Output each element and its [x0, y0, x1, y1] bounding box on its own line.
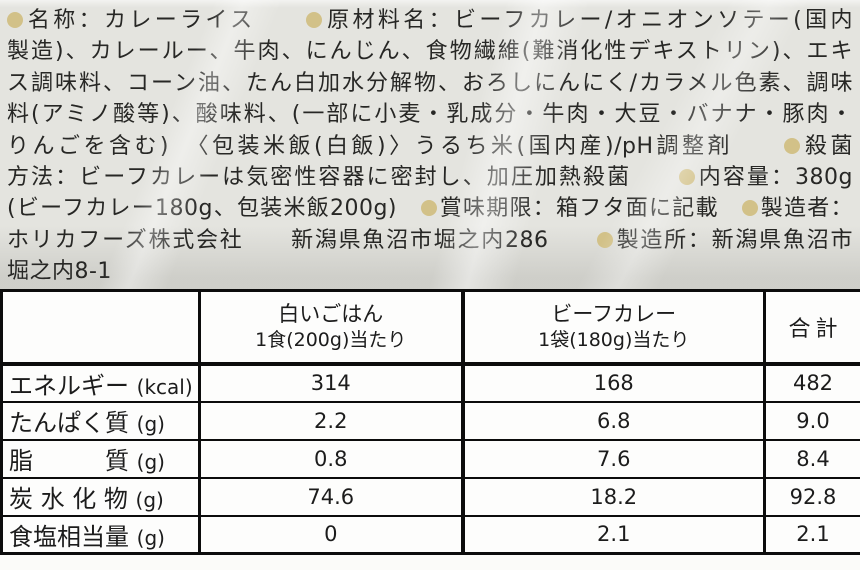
header-curry-serving: 1袋(180g)当たり	[538, 328, 690, 351]
label-text-line: 名称：カレーライス 原材料名：ビーフカレー/オニオンソテー(国内	[7, 5, 853, 36]
nutrient-unit: (g)	[136, 525, 165, 550]
label-text-line: 堀之内8-1	[7, 256, 853, 287]
nutrient-value: 6.8	[460, 400, 765, 440]
nutrient-value: 314	[198, 363, 463, 402]
row-label: 脂 質 (g)	[0, 438, 200, 478]
label-text-segment: 堀之内8-1	[7, 259, 112, 285]
label-text-segment: 殺菌	[802, 133, 853, 159]
nutrition-table: 白いごはん 1食(200g)当たり ビーフカレー 1袋(180g)当たり 合計 …	[0, 289, 860, 555]
bullet-icon	[741, 200, 758, 217]
bullet-icon	[421, 200, 437, 217]
header-cell-empty	[0, 290, 200, 366]
label-text-segment: 原材料名：ビーフカレー/オニオンソテー(国内	[324, 8, 853, 33]
label-text-segment: 製造所：新潟県魚沼市	[615, 227, 853, 253]
table-row: 炭 水 化 物 (g) 74.6 18.2 92.8	[0, 476, 860, 516]
bullet-icon	[597, 231, 614, 248]
nutrient-value: 0.8	[198, 438, 463, 478]
label-text-line: 料(アミノ酸等)、酸味料、(一部に小麦・乳成分・牛肉・大豆・バナナ・豚肉・	[7, 99, 853, 130]
row-label: 食塩相当量 (g)	[0, 514, 200, 554]
nutrition-table-header: 白いごはん 1食(200g)当たり ビーフカレー 1袋(180g)当たり 合計	[0, 290, 860, 366]
header-rice-serving: 1食(200g)当たり	[255, 328, 407, 351]
header-total-label: 合計	[788, 316, 843, 342]
nutrient-value: 8.4	[763, 438, 860, 478]
label-text-line: 方法：ビーフカレーは気密性容器に密封し、加圧加熱殺菌 内容量：380g	[7, 162, 853, 193]
nutrient-value: 74.6	[198, 476, 463, 516]
nutrient-unit: (kcal)	[136, 374, 193, 399]
nutrition-table-body: エネルギー (kcal) 314 168 482 たんぱく質 (g) 2.2 6.8 9.0 脂…	[0, 363, 860, 554]
nutrient-value: 482	[763, 363, 860, 402]
label-text-line: りんごを含む) 〈包装米飯(白飯)〉うるち米(国内産)/pH調整剤 殺菌	[7, 131, 853, 162]
nutrient-value: 7.6	[460, 438, 765, 478]
nutrient-value: 92.8	[763, 476, 860, 516]
bullet-icon	[7, 12, 23, 28]
nutrient-name: 食塩相当量	[9, 522, 137, 551]
nutrient-value: 9.0	[763, 400, 860, 440]
label-text-segment: りんごを含む) 〈包装米飯(白飯)〉うるち米(国内産)/pH調整剤	[7, 133, 784, 159]
label-text-segment: 名称：カレーライス	[25, 8, 307, 33]
bullet-icon	[679, 169, 696, 186]
label-text-segment: ス調味料、コーン油、たん白加水分解物、おろしにんにく/カラメル色素、調味	[7, 70, 853, 96]
label-text-lines: 名称：カレーライス 原材料名：ビーフカレー/オニオンソテー(国内製造)、カレール…	[7, 5, 853, 288]
nutrient-unit: (g)	[136, 450, 165, 474]
nutrient-value: 2.1	[763, 514, 860, 554]
row-label: たんぱく質 (g)	[0, 400, 200, 440]
label-text-segment: 内容量：380g	[697, 165, 853, 191]
header-cell-curry: ビーフカレー 1袋(180g)当たり	[460, 290, 765, 366]
label-text-line: 製造)、カレールー、牛肉、にんじん、食物繊維(難消化性デキストリン)、エキ	[7, 36, 853, 67]
table-row: エネルギー (kcal) 314 168 482	[0, 363, 860, 402]
bullet-icon	[784, 137, 800, 154]
nutrient-value: 2.1	[460, 514, 765, 554]
label-text-segment: 方法：ビーフカレーは気密性容器に密封し、加圧加熱殺菌	[7, 165, 680, 191]
label-text-segment: (ビーフカレー180g、包装米飯200g)	[7, 196, 421, 222]
nutrient-value: 0	[198, 514, 463, 554]
table-row: 食塩相当量 (g) 0 2.1 2.1	[0, 514, 860, 554]
label-text-segment: 料(アミノ酸等)、酸味料、(一部に小麦・乳成分・牛肉・大豆・バナナ・豚肉・	[7, 102, 853, 128]
table-row: たんぱく質 (g) 2.2 6.8 9.0	[0, 400, 860, 440]
nutrient-value: 18.2	[460, 476, 765, 516]
nutrient-value: 2.2	[198, 400, 463, 440]
label-text-line: ス調味料、コーン油、たん白加水分解物、おろしにんにく/カラメル色素、調味	[7, 68, 853, 99]
label-text-line: ホリカフーズ株式会社 新潟県魚沼市堀之内286 製造所：新潟県魚沼市	[7, 225, 853, 256]
nutrient-value: 168	[460, 363, 765, 402]
header-cell-total: 合計	[763, 290, 860, 366]
label-text-line: (ビーフカレー180g、包装米飯200g) 賞味期限：箱フタ面に記載 製造者：	[7, 193, 853, 224]
label-text-segment: 製造)、カレールー、牛肉、にんじん、食物繊維(難消化性デキストリン)、エキ	[7, 39, 853, 65]
bullet-icon	[306, 12, 323, 28]
label-text-segment: ホリカフーズ株式会社 新潟県魚沼市堀之内286	[7, 227, 598, 253]
label-text-segment: 賞味期限：箱フタ面に記載	[439, 196, 742, 222]
table-row: 脂 質 (g) 0.8 7.6 8.4	[0, 438, 860, 478]
nutrient-unit: (g)	[135, 488, 164, 512]
nutrient-name: たんぱく質	[9, 409, 137, 437]
product-info-section: 名称：カレーライス 原材料名：ビーフカレー/オニオンソテー(国内製造)、カレール…	[7, 5, 853, 289]
table-header-row: 白いごはん 1食(200g)当たり ビーフカレー 1袋(180g)当たり 合計	[0, 290, 860, 366]
nutrient-name: 脂 質	[9, 447, 137, 475]
header-cell-rice: 白いごはん 1食(200g)当たり	[198, 290, 463, 366]
header-curry-name: ビーフカレー	[551, 301, 677, 326]
header-rice-name: 白いごはん	[278, 301, 384, 326]
label-text-segment: 製造者：	[759, 196, 853, 222]
nutrient-unit: (g)	[136, 412, 165, 436]
row-label: エネルギー (kcal)	[0, 363, 200, 402]
nutrient-name: 炭 水 化 物	[9, 485, 136, 513]
row-label: 炭 水 化 物 (g)	[0, 476, 200, 516]
nutrient-name: エネルギー	[9, 371, 137, 400]
